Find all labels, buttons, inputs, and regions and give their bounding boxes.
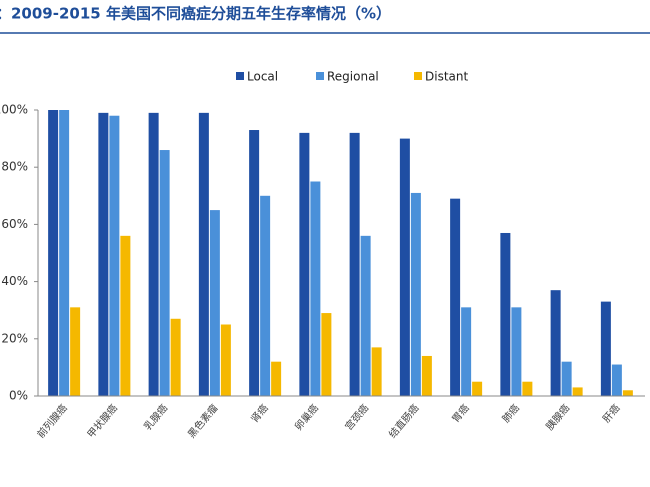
bar — [600, 301, 611, 396]
y-tick-label: 60% — [1, 217, 28, 231]
chart-title: ：2009-2015 年美国不同癌症分期五年生存率情况（%） — [0, 5, 391, 23]
bar — [500, 232, 511, 396]
x-tick-label: 结直肠癌 — [386, 402, 422, 441]
bar — [561, 361, 572, 396]
y-tick-label: 80% — [1, 160, 28, 174]
bar — [310, 181, 321, 396]
bar — [70, 307, 81, 396]
bar — [461, 307, 472, 396]
bar — [321, 313, 332, 396]
bar — [399, 138, 410, 396]
x-tick-label: 肝癌 — [600, 402, 623, 426]
bar — [349, 132, 360, 396]
x-tick-label: 肾癌 — [248, 402, 271, 426]
bar — [209, 210, 220, 396]
bar — [450, 198, 461, 396]
legend-swatch — [414, 72, 422, 80]
bar — [220, 324, 231, 396]
bar — [148, 112, 159, 397]
bar — [120, 235, 131, 396]
y-tick-label: 40% — [1, 274, 28, 288]
bar — [59, 110, 70, 396]
x-tick-label: 乳腺癌 — [141, 402, 170, 433]
bar — [271, 361, 282, 396]
bar — [511, 307, 522, 396]
legend-swatch — [316, 72, 324, 80]
x-tick-label: 前列腺癌 — [34, 402, 70, 441]
x-tick-label: 卵巢癌 — [292, 402, 321, 433]
bar — [611, 364, 622, 396]
bar — [410, 192, 421, 396]
legend-label: Local — [247, 70, 278, 84]
bar — [109, 115, 120, 396]
bar — [170, 318, 181, 396]
bar — [572, 387, 583, 396]
y-tick-label: 0% — [9, 389, 28, 403]
bar — [522, 381, 533, 396]
y-tick-label: 20% — [1, 331, 28, 345]
legend-label: Regional — [327, 70, 379, 84]
bar — [371, 347, 382, 396]
x-tick-label: 胰腺癌 — [543, 402, 572, 433]
bar — [198, 112, 209, 397]
bar — [421, 355, 432, 396]
legend-swatch — [236, 72, 244, 80]
bar — [472, 381, 483, 396]
bar — [98, 112, 109, 397]
x-tick-label: 宫颈癌 — [342, 402, 371, 433]
bar — [550, 290, 561, 396]
y-tick-label: 100% — [0, 103, 28, 117]
x-tick-label: 甲状腺癌 — [84, 402, 120, 441]
bar — [159, 150, 170, 396]
x-tick-label: 肺癌 — [499, 402, 522, 426]
bar — [299, 132, 310, 396]
x-tick-label: 胃癌 — [449, 402, 472, 426]
bar — [249, 130, 260, 396]
bar — [360, 235, 371, 396]
bar — [260, 195, 271, 396]
x-tick-label: 黑色素瘤 — [185, 402, 221, 441]
legend-label: Distant — [425, 70, 468, 84]
bar — [48, 110, 59, 396]
bar — [622, 390, 633, 396]
